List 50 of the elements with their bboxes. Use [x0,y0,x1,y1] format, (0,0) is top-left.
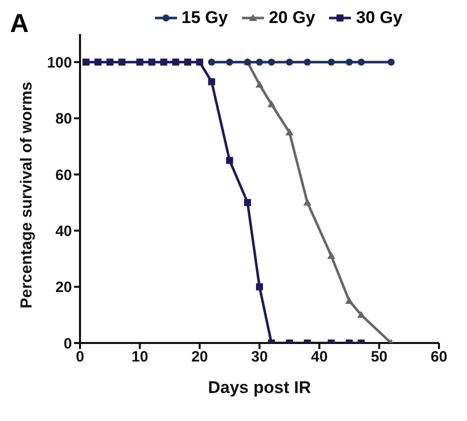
point [327,252,336,259]
point [358,58,365,66]
point [304,58,311,66]
point [226,156,234,164]
point [346,58,353,66]
x-tick-label: 10 [131,348,148,366]
point [267,100,276,108]
chart-title: A [10,8,29,39]
y-axis-title: Percentage survival of worms [18,82,36,308]
y-tick-label: 100 [46,54,72,72]
point [286,58,293,66]
point [184,58,192,66]
legend-label: 20 Gy [268,8,316,28]
point [256,80,264,88]
point [94,58,102,66]
point [172,58,180,66]
point [208,78,216,86]
y-tick-label: 0 [64,335,72,352]
y-tick-label: 60 [55,166,72,184]
point [388,58,395,66]
x-tick-label: 60 [430,348,448,366]
x-tick-label: 50 [370,348,388,366]
point [196,58,204,66]
point [82,58,90,66]
point [136,58,144,66]
point [118,58,126,66]
x-tick-label: 40 [310,348,328,366]
y-tick-label: 40 [55,222,72,240]
point [357,310,366,318]
x-tick-label: 30 [251,348,268,366]
point [148,58,156,66]
point [303,198,312,206]
legend-label: 15 Gy [180,8,228,28]
x-axis-title: Days post IR [208,378,311,397]
point [256,58,263,66]
point [160,58,168,66]
point [226,58,234,66]
point [285,128,294,136]
point [244,199,252,206]
point [208,58,216,66]
point [106,58,114,66]
x-tick-label: 20 [191,348,208,366]
point [345,296,354,304]
point [268,58,275,66]
y-tick-label: 80 [55,110,72,128]
y-tick-label: 20 [55,279,72,296]
point [256,283,263,290]
x-tick-label: 0 [76,348,84,366]
legend-label: 30 Gy [355,8,402,28]
point [328,58,335,66]
